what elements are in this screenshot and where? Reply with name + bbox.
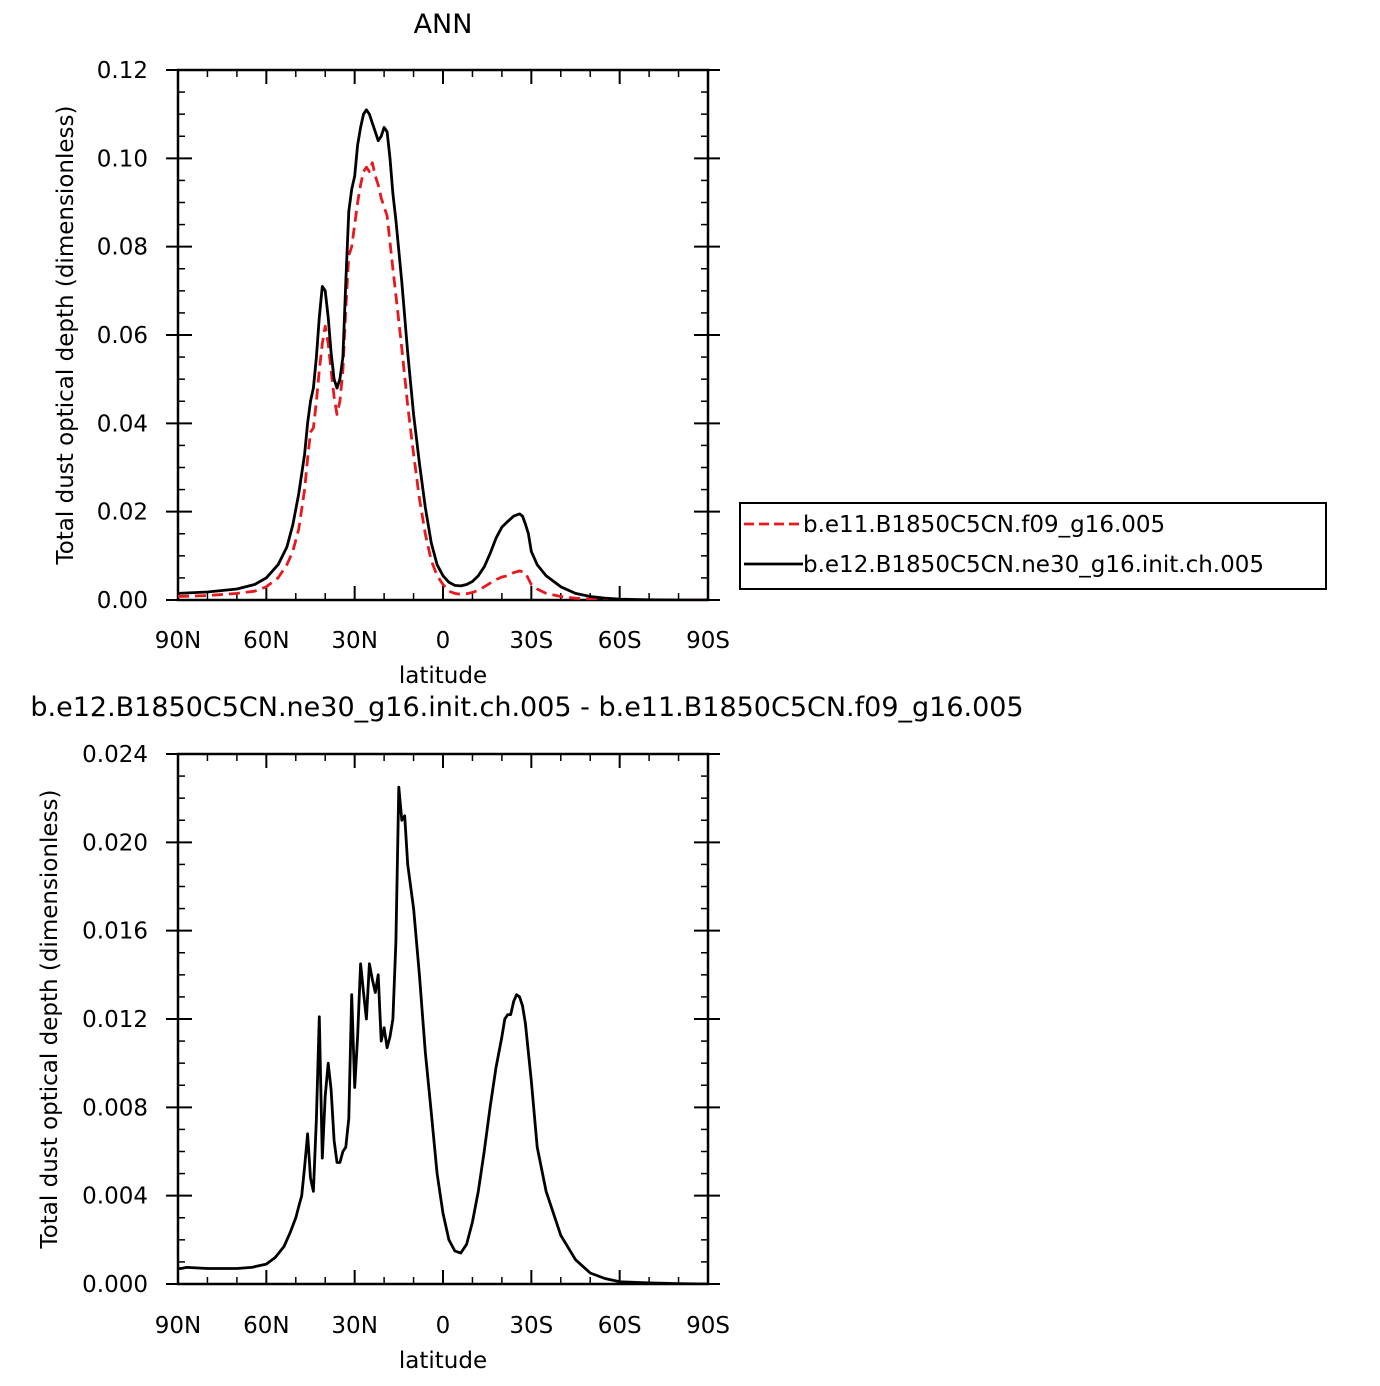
y-tick-label: 0.02: [97, 500, 148, 526]
chart-panel-1: ANN 90N 60N 30N 0 30S 60S 90S latitude 0.00 0.02 0.…: [53, 9, 1327, 689]
y-tick-label: 0.10: [97, 146, 148, 172]
x-tick-label: 30N: [331, 1313, 377, 1339]
series-line-2: [178, 108, 708, 600]
x-tick-label: 90N: [155, 1313, 201, 1339]
x-tick-label: 0: [436, 1313, 451, 1339]
plot-frame: [176, 68, 710, 602]
legend-box: [739, 502, 1327, 590]
y-tick-label: 0.000: [82, 1272, 148, 1298]
y-axis-label: Total dust optical depth (dimensionless): [53, 106, 79, 566]
y-tick-label: 0.08: [97, 235, 148, 261]
x-tick-label: 60S: [598, 628, 642, 654]
y-tick-label: 0.04: [97, 411, 148, 437]
legend-label-2: b.e12.B1850C5CN.ne30_g16.init.ch.005: [803, 552, 1264, 578]
legend-label-1: b.e11.B1850C5CN.f09_g16.005: [803, 512, 1165, 538]
x-tick-label: 90N: [155, 628, 201, 654]
y-tick-label: 0.12: [97, 58, 148, 84]
x-tick-label: 30S: [509, 1313, 553, 1339]
y-tick-label: 0.00: [97, 588, 148, 614]
chart-panel-2: b.e12.B1850C5CN.ne30_g16.init.ch.005 - b…: [30, 692, 1023, 1374]
x-tick-label: 60N: [243, 628, 289, 654]
y-tick-label: 0.012: [82, 1007, 148, 1033]
y-tick-label: 0.016: [82, 919, 148, 945]
y-tick-label: 0.008: [82, 1095, 148, 1121]
y-axis-label: Total dust optical depth (dimensionless): [37, 790, 63, 1250]
y-tick-label: 0.06: [97, 323, 148, 349]
x-tick-label: 30N: [331, 628, 377, 654]
x-tick-label: 90S: [686, 1313, 730, 1339]
x-tick-label: 0: [436, 628, 451, 654]
x-tick-label: 30S: [509, 628, 553, 654]
x-tick-label: 60S: [598, 1313, 642, 1339]
x-axis-label: latitude: [399, 1348, 487, 1374]
x-tick-label: 60N: [243, 1313, 289, 1339]
series-line-1: [178, 785, 708, 1284]
series-line-1: [178, 161, 708, 600]
legend: b.e11.B1850C5CN.f09_g16.005 b.e12.B1850C5…: [739, 502, 1327, 590]
chart-title: ANN: [414, 9, 473, 40]
y-tick-label: 0.024: [82, 742, 148, 768]
chart-title: b.e12.B1850C5CN.ne30_g16.init.ch.005 - b…: [30, 692, 1023, 723]
x-axis-label: latitude: [399, 663, 487, 689]
y-tick-label: 0.004: [82, 1184, 148, 1210]
x-tick-label: 90S: [686, 628, 730, 654]
y-tick-label: 0.020: [82, 830, 148, 856]
